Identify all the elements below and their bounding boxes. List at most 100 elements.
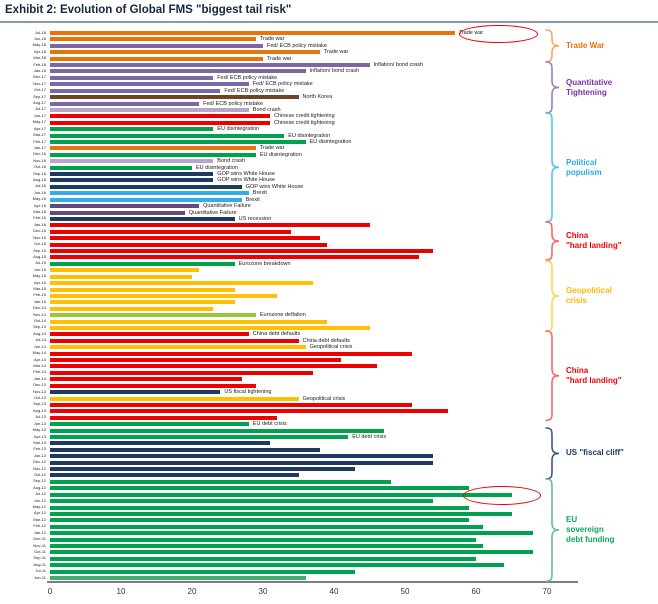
group-brace	[545, 426, 560, 480]
bar-label: Quantitative Failure	[203, 203, 251, 210]
x-tick-label: 50	[400, 587, 410, 596]
bar	[50, 332, 249, 337]
y-axis-label: Oct-15	[33, 241, 46, 247]
bar	[50, 338, 299, 343]
bar	[50, 95, 299, 100]
bar-label: Eurozone breakdown	[238, 260, 291, 267]
bar	[50, 43, 263, 48]
bar	[50, 120, 271, 125]
bar	[50, 518, 469, 523]
bar-label: Geopolitical crisis	[309, 344, 353, 351]
highlight-ellipse	[458, 25, 538, 43]
group-brace	[545, 112, 560, 223]
bar-label: EU disintegration	[217, 126, 260, 133]
y-axis-label: Jun-11	[34, 574, 46, 580]
y-axis-label: Nov-17	[33, 80, 46, 86]
y-axis-label: Oct-17	[33, 87, 46, 93]
y-axis-label: Sep-12	[33, 478, 46, 484]
bar-label: Trade war	[259, 145, 285, 152]
bar	[50, 454, 434, 459]
bar	[50, 268, 200, 273]
x-tick-label: 20	[187, 587, 197, 596]
y-axis-label: May-14	[32, 350, 46, 356]
y-axis-label: Dec-13	[33, 382, 46, 388]
bar-label: China debt defaults	[252, 331, 301, 338]
bar-label: GOP wins White House	[217, 177, 275, 184]
bar	[50, 441, 271, 446]
y-axis-label: Sep-17	[33, 93, 46, 99]
y-axis-label: Mar-12	[33, 516, 46, 522]
bar-label: China debt defaults	[302, 337, 350, 344]
group-brace	[545, 260, 560, 332]
y-axis-label: Nov-12	[33, 465, 46, 471]
y-axis-label: Aug-12	[33, 484, 46, 490]
bar	[50, 377, 242, 382]
y-axis-label: Aug-16	[33, 176, 46, 182]
bar	[50, 229, 292, 234]
bar	[50, 172, 214, 177]
y-axis-label: Oct-11	[34, 548, 46, 554]
group-label: US "fiscal cliff"	[566, 448, 624, 458]
bar-label: EU disintegration	[259, 151, 302, 158]
y-axis-label: Mar-18	[33, 55, 46, 61]
bar-label: GOP wins White House	[217, 171, 275, 178]
bar	[50, 88, 221, 93]
bar-label: EU debt crisis	[252, 421, 287, 428]
bar	[50, 435, 349, 440]
y-axis-label: Jul-14	[35, 337, 46, 343]
bar	[50, 402, 413, 407]
y-axis-label: Oct-13	[33, 395, 46, 401]
bar	[50, 569, 356, 574]
y-axis-label: Jul-15	[35, 260, 46, 266]
bar-label: Fed/ ECB policy mistake	[224, 87, 285, 94]
y-axis-label: Sep-16	[33, 170, 46, 176]
bar	[50, 492, 512, 497]
bar	[50, 358, 342, 363]
bar	[50, 210, 185, 215]
bar	[50, 473, 299, 478]
bar	[50, 197, 242, 202]
y-axis-label: Jun-16	[33, 189, 46, 195]
bar-label: Bond crash	[252, 106, 281, 113]
y-axis-label: Dec-14	[33, 305, 46, 311]
y-axis-label: Dec-11	[33, 536, 46, 542]
y-axis-label: Jun-17	[33, 112, 46, 118]
y-axis-label: May-15	[32, 273, 46, 279]
bar-label: Quantitative Failure	[188, 209, 237, 216]
bar	[50, 114, 271, 119]
y-axis-label: Nov-13	[33, 388, 46, 394]
y-axis-label: Jun-18	[33, 35, 46, 41]
title-divider	[0, 21, 658, 23]
bar-label: EU debt crisis	[352, 434, 387, 441]
bar	[50, 422, 249, 427]
bar	[50, 325, 370, 330]
y-axis-label: Jan-12	[33, 529, 46, 535]
y-axis-label: Jan-18	[33, 67, 46, 73]
bar	[50, 396, 299, 401]
y-axis-label: Apr-12	[33, 510, 46, 516]
bar-label: Chinese credit tightening	[274, 113, 335, 120]
bar	[50, 63, 370, 68]
y-axis-label: Jun-12	[33, 497, 46, 503]
bar	[50, 544, 484, 549]
bar	[50, 505, 469, 510]
y-axis-label: Jan-17	[33, 144, 46, 150]
bar	[50, 447, 320, 452]
bar	[50, 146, 256, 151]
bar	[50, 293, 278, 298]
y-axis-label: Mar-14	[33, 362, 46, 368]
y-axis-label: Jul-12	[35, 491, 46, 497]
bar	[50, 127, 214, 132]
bar	[50, 537, 476, 542]
y-axis-label: Mar-17	[33, 132, 46, 138]
bar	[50, 415, 278, 420]
group-label: EU sovereign debt funding	[566, 515, 615, 544]
bar-label: Trade war	[267, 55, 292, 62]
bar	[50, 409, 448, 414]
y-axis-label: Jul-17	[35, 106, 46, 112]
x-tick-label: 40	[329, 587, 339, 596]
group-brace	[545, 221, 560, 262]
bar	[50, 345, 306, 350]
group-brace	[545, 330, 560, 422]
